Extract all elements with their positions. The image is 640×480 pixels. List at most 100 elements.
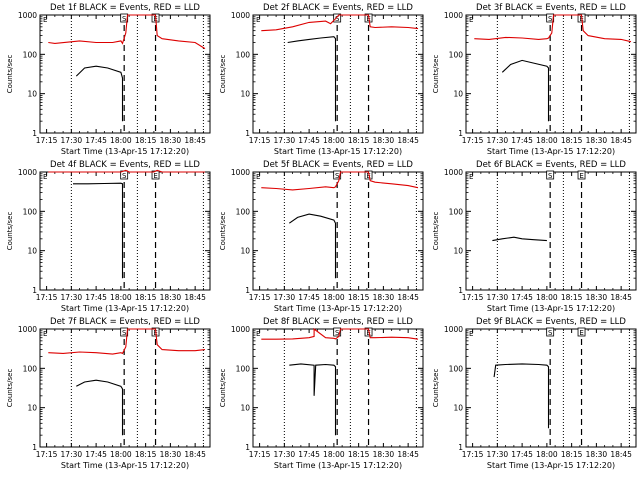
x-tick-label: 17:15: [36, 293, 58, 302]
x-axis-label: Start Time (13-Apr-15 17:12:20): [487, 461, 615, 470]
chart-title: Det 8f BLACK = Events, RED = LLD: [263, 317, 413, 327]
x-tick-label: 18:00: [110, 450, 132, 459]
x-axis-label: Start Time (13-Apr-15 17:12:20): [487, 147, 615, 156]
y-tick-label: 1000: [444, 11, 463, 20]
x-tick-label: 18:45: [397, 136, 419, 145]
y-axis-label: Counts/sec: [6, 55, 14, 94]
x-tick-label: 18:30: [160, 136, 182, 145]
series-line: [289, 363, 337, 436]
chart-panel: Det 4f BLACK = Events, RED = LLD Counts/s…: [6, 160, 211, 313]
x-tick-label: 17:30: [61, 450, 83, 459]
x-tick-label: 17:30: [487, 293, 509, 302]
series-line: [492, 236, 547, 242]
x-tick-label: 17:45: [85, 293, 107, 302]
series-line: [48, 169, 205, 173]
chart-title: Det 9f BLACK = Events, RED = LLD: [476, 317, 626, 327]
plot-frame: [465, 328, 637, 448]
marker-box: [333, 170, 342, 180]
x-tick-label: 17:30: [274, 136, 296, 145]
y-tick-label: 1000: [444, 325, 463, 334]
marker-box: [333, 13, 342, 23]
x-tick-label: 18:00: [536, 293, 558, 302]
plot-frame: [465, 171, 637, 291]
y-tick-label: 100: [236, 364, 251, 373]
x-tick-label: 18:45: [397, 293, 419, 302]
chart-panel: Det 9f BLACK = Events, RED = LLD Counts/s…: [432, 317, 637, 470]
x-tick-label: 18:15: [348, 293, 370, 302]
chart-panel: Det 3f BLACK = Events, RED = LLD Counts/s…: [432, 3, 637, 156]
x-tick-label: 17:45: [298, 136, 320, 145]
chart-panel: Det 5f BLACK = Events, RED = LLD Counts/s…: [219, 160, 424, 313]
marker-box: [546, 170, 555, 180]
y-tick-label: 10: [453, 90, 463, 99]
x-axis-label: Start Time (13-Apr-15 17:12:20): [274, 461, 402, 470]
series-line: [501, 59, 550, 122]
chart-title: Det 5f BLACK = Events, RED = LLD: [263, 160, 413, 170]
x-tick-label: 17:30: [274, 293, 296, 302]
corner-marker: E: [256, 173, 260, 181]
x-tick-label: 18:45: [610, 450, 632, 459]
x-tick-label: 17:45: [511, 293, 533, 302]
x-tick-label: 17:45: [298, 450, 320, 459]
marker-box: [546, 327, 555, 337]
x-tick-label: 18:45: [610, 293, 632, 302]
x-axis-label: Start Time (13-Apr-15 17:12:20): [274, 147, 402, 156]
y-axis-label: Counts/sec: [219, 369, 227, 408]
chart-title: Det 7f BLACK = Events, RED = LLD: [50, 317, 200, 327]
series-line: [493, 363, 550, 429]
chart-panel: Det 6f BLACK = Events, RED = LLD Counts/s…: [432, 160, 637, 313]
y-axis-label: Counts/sec: [6, 212, 14, 251]
corner-marker: E: [469, 16, 473, 24]
y-tick-label: 100: [23, 207, 38, 216]
x-tick-label: 17:15: [462, 136, 484, 145]
marker-label: E: [366, 329, 370, 337]
marker-label: S: [548, 172, 553, 180]
series-line: [261, 327, 419, 340]
y-tick-label: 10: [240, 247, 250, 256]
chart-panel: Det 2f BLACK = Events, RED = LLD Counts/s…: [219, 3, 424, 156]
chart-title: Det 6f BLACK = Events, RED = LLD: [476, 160, 626, 170]
x-tick-label: 18:45: [184, 293, 206, 302]
y-tick-label: 1: [245, 443, 250, 452]
plot-frame: [39, 328, 211, 448]
x-tick-label: 18:00: [536, 450, 558, 459]
x-tick-label: 18:30: [586, 450, 608, 459]
marker-label: E: [579, 172, 583, 180]
y-tick-label: 1000: [18, 11, 37, 20]
x-tick-label: 18:00: [323, 136, 345, 145]
x-tick-label: 17:15: [36, 136, 58, 145]
x-tick-label: 18:15: [135, 293, 157, 302]
x-tick-label: 17:45: [85, 450, 107, 459]
chart-panel: Det 8f BLACK = Events, RED = LLD Counts/s…: [219, 317, 424, 470]
marker-label: E: [153, 172, 157, 180]
x-tick-label: 18:30: [160, 293, 182, 302]
y-tick-label: 1000: [231, 11, 250, 20]
marker-label: S: [335, 15, 340, 23]
marker-label: S: [335, 172, 340, 180]
chart-panel: Det 7f BLACK = Events, RED = LLD Counts/s…: [6, 317, 211, 470]
x-tick-label: 18:45: [184, 136, 206, 145]
x-tick-label: 18:30: [160, 450, 182, 459]
series-line: [261, 171, 419, 191]
x-tick-label: 18:00: [110, 136, 132, 145]
x-axis-label: Start Time (13-Apr-15 17:12:20): [61, 304, 189, 313]
x-tick-label: 17:30: [274, 450, 296, 459]
y-tick-label: 1000: [231, 325, 250, 334]
y-tick-label: 10: [27, 404, 37, 413]
x-tick-label: 17:30: [487, 136, 509, 145]
y-axis-label: Counts/sec: [219, 212, 227, 251]
x-tick-label: 18:15: [135, 450, 157, 459]
x-tick-label: 18:15: [561, 450, 583, 459]
y-axis-label: Counts/sec: [432, 369, 440, 408]
marker-label: E: [579, 329, 583, 337]
y-tick-label: 10: [453, 404, 463, 413]
y-tick-label: 10: [27, 247, 37, 256]
corner-marker: E: [469, 173, 473, 181]
series-line: [474, 14, 632, 43]
x-tick-label: 18:30: [586, 293, 608, 302]
y-tick-label: 10: [453, 247, 463, 256]
x-tick-label: 17:45: [511, 450, 533, 459]
marker-label: S: [122, 15, 127, 23]
corner-marker: E: [43, 16, 47, 24]
chart-title: Det 1f BLACK = Events, RED = LLD: [50, 3, 200, 13]
